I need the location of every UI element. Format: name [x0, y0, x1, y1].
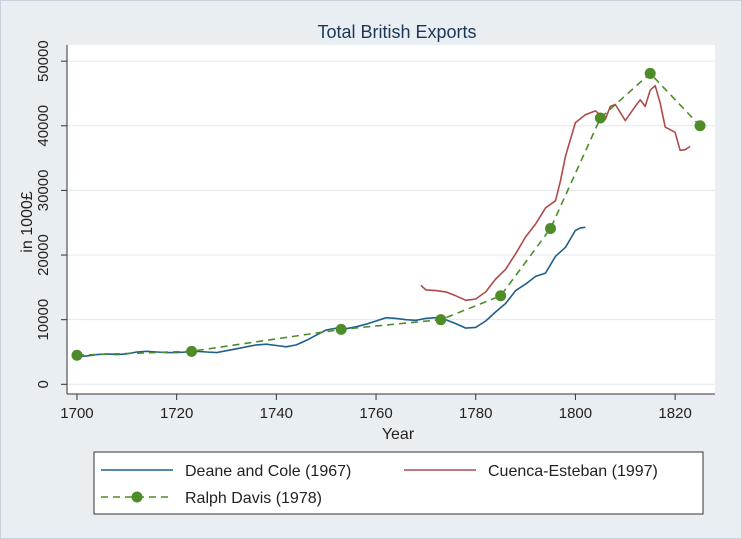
- x-tick-label-1720: 1720: [160, 405, 193, 422]
- x-tick-label-1820: 1820: [658, 405, 691, 422]
- series-point-ralph-davis-1978-1773: [435, 314, 447, 326]
- axes: 0 10000 20000 30000 40000 50000 1700 1720 1740 17…: [35, 40, 715, 422]
- y-tick-label-10000: 10000: [35, 299, 52, 341]
- y-tick-label-20000: 20000: [35, 234, 52, 276]
- series-point-ralph-davis-1978-1805: [594, 112, 606, 124]
- series-layer: [71, 67, 706, 361]
- legend: Deane and Cole (1967) Cuenca-Esteban (19…: [93, 451, 704, 515]
- y-tick-label-0: 0: [35, 380, 52, 388]
- y-tick-label-50000: 50000: [35, 40, 52, 82]
- x-tick-label-1760: 1760: [359, 405, 392, 422]
- series-point-ralph-davis-1978-1815: [644, 67, 656, 79]
- x-axis-label: Year: [382, 426, 415, 443]
- x-tick-label-1780: 1780: [459, 405, 492, 422]
- plot-area: [67, 45, 715, 394]
- series-point-ralph-davis-1978-1785: [495, 290, 507, 302]
- series-line-cuenca-esteban-1997: [420, 84, 691, 302]
- x-tick-label-1800: 1800: [559, 405, 592, 422]
- legend-marker-ralph-davis: [131, 491, 143, 503]
- legend-label-cuenca-esteban: Cuenca-Esteban (1997): [488, 463, 658, 480]
- x-tick-label-1740: 1740: [260, 405, 293, 422]
- legend-box: [93, 451, 704, 515]
- y-tick-label-40000: 40000: [35, 105, 52, 147]
- x-tick-label-1700: 1700: [60, 405, 93, 422]
- series-point-ralph-davis-1978-1700: [71, 349, 83, 361]
- y-tick-label-30000: 30000: [35, 170, 52, 212]
- legend-label-deane-cole: Deane and Cole (1967): [185, 463, 351, 480]
- y-axis-label: in 1000£: [19, 191, 36, 252]
- series-point-ralph-davis-1978-1723: [186, 345, 198, 357]
- chart-title: Total British Exports: [317, 22, 476, 42]
- gridlines: [67, 60, 715, 385]
- series-point-ralph-davis-1978-1795: [545, 223, 557, 235]
- legend-label-ralph-davis: Ralph Davis (1978): [185, 490, 322, 507]
- series-point-ralph-davis-1978-1753: [335, 323, 347, 335]
- series-point-ralph-davis-1978-1825: [694, 120, 706, 132]
